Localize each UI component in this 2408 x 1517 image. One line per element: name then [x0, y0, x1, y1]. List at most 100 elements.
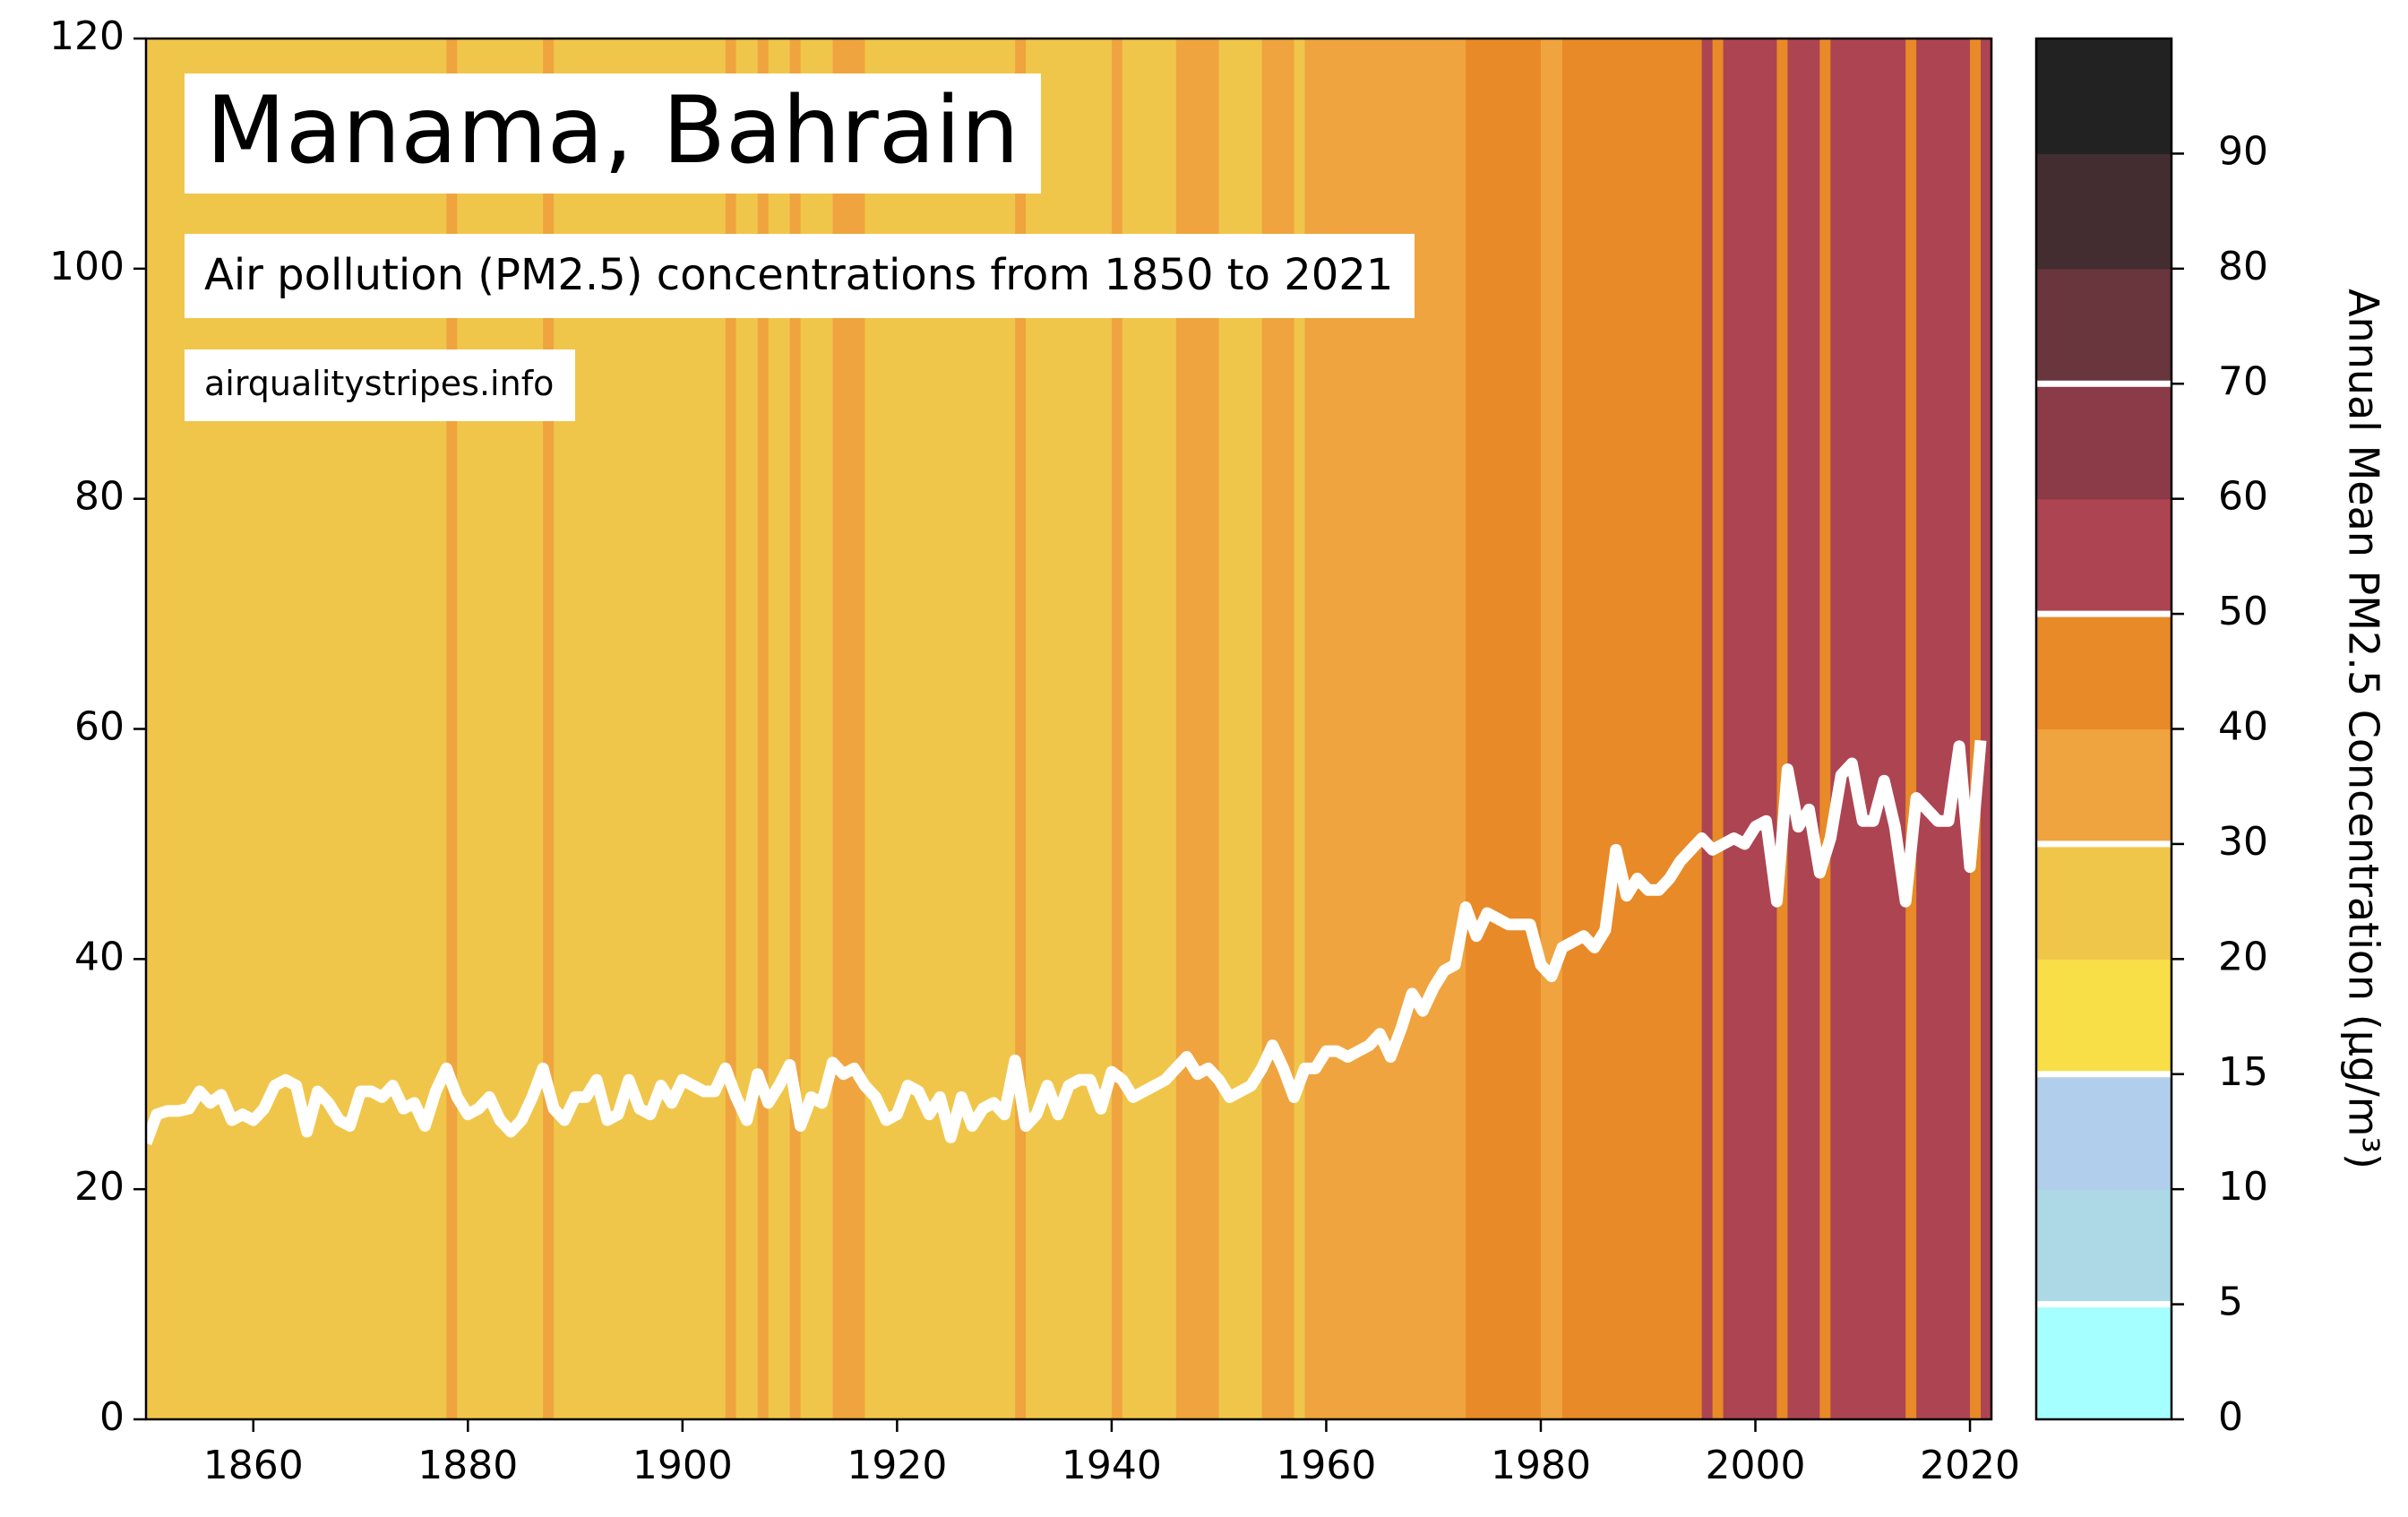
stripe — [1852, 39, 1863, 1419]
chart-subtitle: Air pollution (PM2.5) concentrations fro… — [185, 234, 1415, 318]
colorbar-tick-label: 5 — [2218, 1280, 2243, 1325]
stripe — [1530, 39, 1542, 1419]
stripe — [875, 39, 887, 1419]
stripe — [1841, 39, 1853, 1419]
stripe — [1089, 39, 1102, 1419]
colorbar-tick-label: 50 — [2218, 589, 2268, 634]
stripe — [597, 39, 608, 1419]
colorbar-tick-label: 10 — [2218, 1164, 2268, 1210]
colorbar-band — [2036, 384, 2172, 500]
colorbar-band — [2036, 39, 2172, 155]
colorbar-band — [2036, 959, 2172, 1075]
y-tick-label: 100 — [49, 244, 125, 289]
stripe — [1776, 39, 1789, 1419]
stripe — [1647, 39, 1660, 1419]
stripe — [1218, 39, 1231, 1419]
x-tick-label: 1880 — [417, 1443, 518, 1488]
stripe — [1970, 39, 1982, 1419]
stripe — [864, 39, 877, 1419]
stripe — [660, 39, 673, 1419]
stripe — [1733, 39, 1746, 1419]
stripe — [1884, 39, 1896, 1419]
colorbar-tick-label: 30 — [2218, 819, 2268, 865]
stripe — [735, 39, 748, 1419]
stripe — [918, 39, 930, 1419]
stripe — [1175, 39, 1188, 1419]
stripe — [1948, 39, 1960, 1419]
stripe — [1444, 39, 1456, 1419]
stripe — [897, 39, 908, 1419]
x-tick-label: 1900 — [632, 1443, 733, 1488]
stripe — [1069, 39, 1080, 1419]
stripe — [1036, 39, 1048, 1419]
stripe — [1766, 39, 1778, 1419]
stripe — [800, 39, 813, 1419]
stripe — [907, 39, 919, 1419]
stripe — [1423, 39, 1434, 1419]
colorbar-tick-label: 80 — [2218, 244, 2268, 289]
colorbar-band — [2036, 153, 2172, 270]
stripe — [1690, 39, 1703, 1419]
colorbar-band — [2036, 268, 2172, 384]
stripe — [1315, 39, 1328, 1419]
colorbar-band — [2036, 728, 2172, 845]
stripe — [682, 39, 694, 1419]
x-tick-label: 1960 — [1276, 1443, 1376, 1488]
stripe — [692, 39, 705, 1419]
x-tick-label: 1940 — [1062, 1443, 1162, 1488]
stripe — [929, 39, 941, 1419]
colorbar-band — [2036, 1073, 2172, 1190]
y-tick-label: 120 — [49, 13, 125, 59]
stripe — [993, 39, 1005, 1419]
x-tick-label: 1980 — [1491, 1443, 1591, 1488]
colorbar-band — [2036, 1189, 2172, 1306]
stripe — [1380, 39, 1391, 1419]
source: airqualitystripes.info — [185, 349, 576, 421]
stripe — [146, 39, 158, 1419]
x-tick-label: 1860 — [203, 1443, 304, 1488]
colorbar-tick-label: 60 — [2218, 474, 2268, 520]
stripe — [1615, 39, 1628, 1419]
colorbar-tick-label: 70 — [2218, 358, 2268, 404]
stripe — [1143, 39, 1156, 1419]
stripe — [703, 39, 716, 1419]
y-tick-label: 0 — [99, 1394, 125, 1440]
stripe — [1455, 39, 1466, 1419]
stripe — [639, 39, 651, 1419]
stripe — [1895, 39, 1906, 1419]
stripe — [1433, 39, 1445, 1419]
colorbar-label: Annual Mean PM2.5 Concentration (µg/m³) — [2340, 289, 2388, 1169]
stripe — [1561, 39, 1574, 1419]
stripe — [886, 39, 898, 1419]
colorbar-band — [2036, 843, 2172, 960]
stripe — [1412, 39, 1423, 1419]
stripe — [1229, 39, 1242, 1419]
stripe — [1862, 39, 1874, 1419]
stripe — [940, 39, 951, 1419]
colorbar-band — [2036, 1304, 2172, 1420]
y-tick-label: 80 — [74, 474, 125, 520]
stripe — [1122, 39, 1134, 1419]
stripe — [1744, 39, 1757, 1419]
pollution-line — [146, 739, 1987, 1146]
x-tick-label: 2000 — [1706, 1443, 1806, 1488]
stripe — [983, 39, 994, 1419]
stripe — [1583, 39, 1595, 1419]
stripe — [1519, 39, 1531, 1419]
stripe — [1626, 39, 1638, 1419]
x-tick-label: 2020 — [1920, 1443, 2020, 1488]
stripe — [1905, 39, 1917, 1419]
stripe — [1959, 39, 1971, 1419]
stripe — [586, 39, 598, 1419]
stripe — [1487, 39, 1499, 1419]
stripe — [1798, 39, 1810, 1419]
y-tick-label: 20 — [74, 1164, 125, 1210]
stripe — [671, 39, 684, 1419]
chart-title: Manama, Bahrain — [185, 73, 1041, 194]
colorbar-tick-label: 15 — [2218, 1049, 2268, 1095]
stripe — [1819, 39, 1831, 1419]
stripe — [1637, 39, 1649, 1419]
stripe — [1401, 39, 1413, 1419]
